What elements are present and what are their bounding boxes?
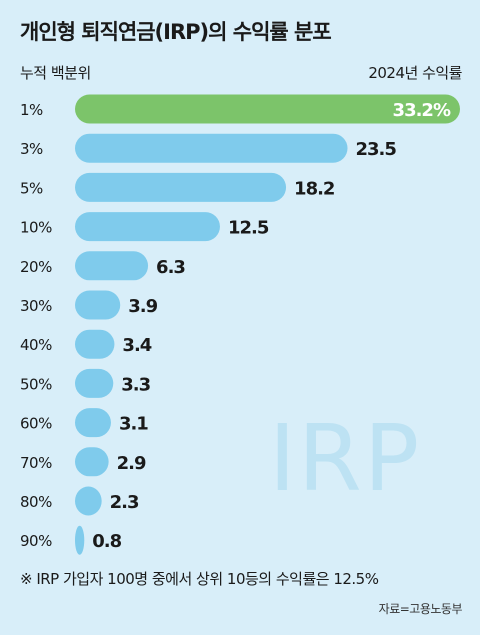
y-axis-label: 누적 백분위 [20, 64, 91, 82]
bar [75, 94, 460, 124]
value-label: 3.1 [119, 414, 148, 435]
value-label: 12.5 [228, 218, 269, 239]
category-label: 40% [20, 336, 52, 354]
value-label: 3.9 [128, 296, 157, 317]
category-label: 5% [20, 179, 43, 197]
footnote: ※ IRP 가입자 100명 중에서 상위 10등의 수익률은 12.5% [20, 570, 379, 588]
value-label: 3.3 [121, 374, 150, 395]
bar [75, 172, 287, 202]
category-label: 1% [20, 101, 43, 119]
bar [75, 486, 102, 516]
category-label: 90% [20, 532, 52, 550]
value-label: 2.3 [110, 492, 139, 513]
category-label: 20% [20, 258, 52, 276]
bar [75, 368, 114, 398]
value-label: 3.4 [122, 335, 151, 356]
category-label: 30% [20, 297, 52, 315]
category-label: 60% [20, 415, 52, 433]
value-label: 33.2% [393, 100, 451, 121]
chart-title: 개인형 퇴직연금(IRP)의 수익률 분포 [20, 20, 332, 44]
value-label: 2.9 [117, 453, 146, 474]
category-label: 80% [20, 493, 52, 511]
value-label: 6.3 [156, 257, 185, 278]
bar [75, 408, 111, 438]
watermark: IRP [269, 405, 422, 512]
value-label: 23.5 [356, 139, 397, 160]
value-label: 18.2 [294, 178, 334, 199]
bar [75, 525, 85, 555]
bar [75, 447, 109, 477]
bar [75, 251, 149, 281]
category-label: 70% [20, 454, 52, 472]
bar [75, 212, 220, 242]
category-label: 10% [20, 219, 52, 237]
category-label: 3% [20, 140, 43, 158]
bar [75, 329, 115, 359]
x-axis-label: 2024년 수익률 [368, 64, 462, 82]
source-credit: 자료=고용노동부 [378, 602, 463, 616]
bar [75, 290, 121, 320]
bar [75, 133, 348, 163]
category-label: 50% [20, 375, 52, 393]
value-label: 0.8 [92, 531, 121, 552]
